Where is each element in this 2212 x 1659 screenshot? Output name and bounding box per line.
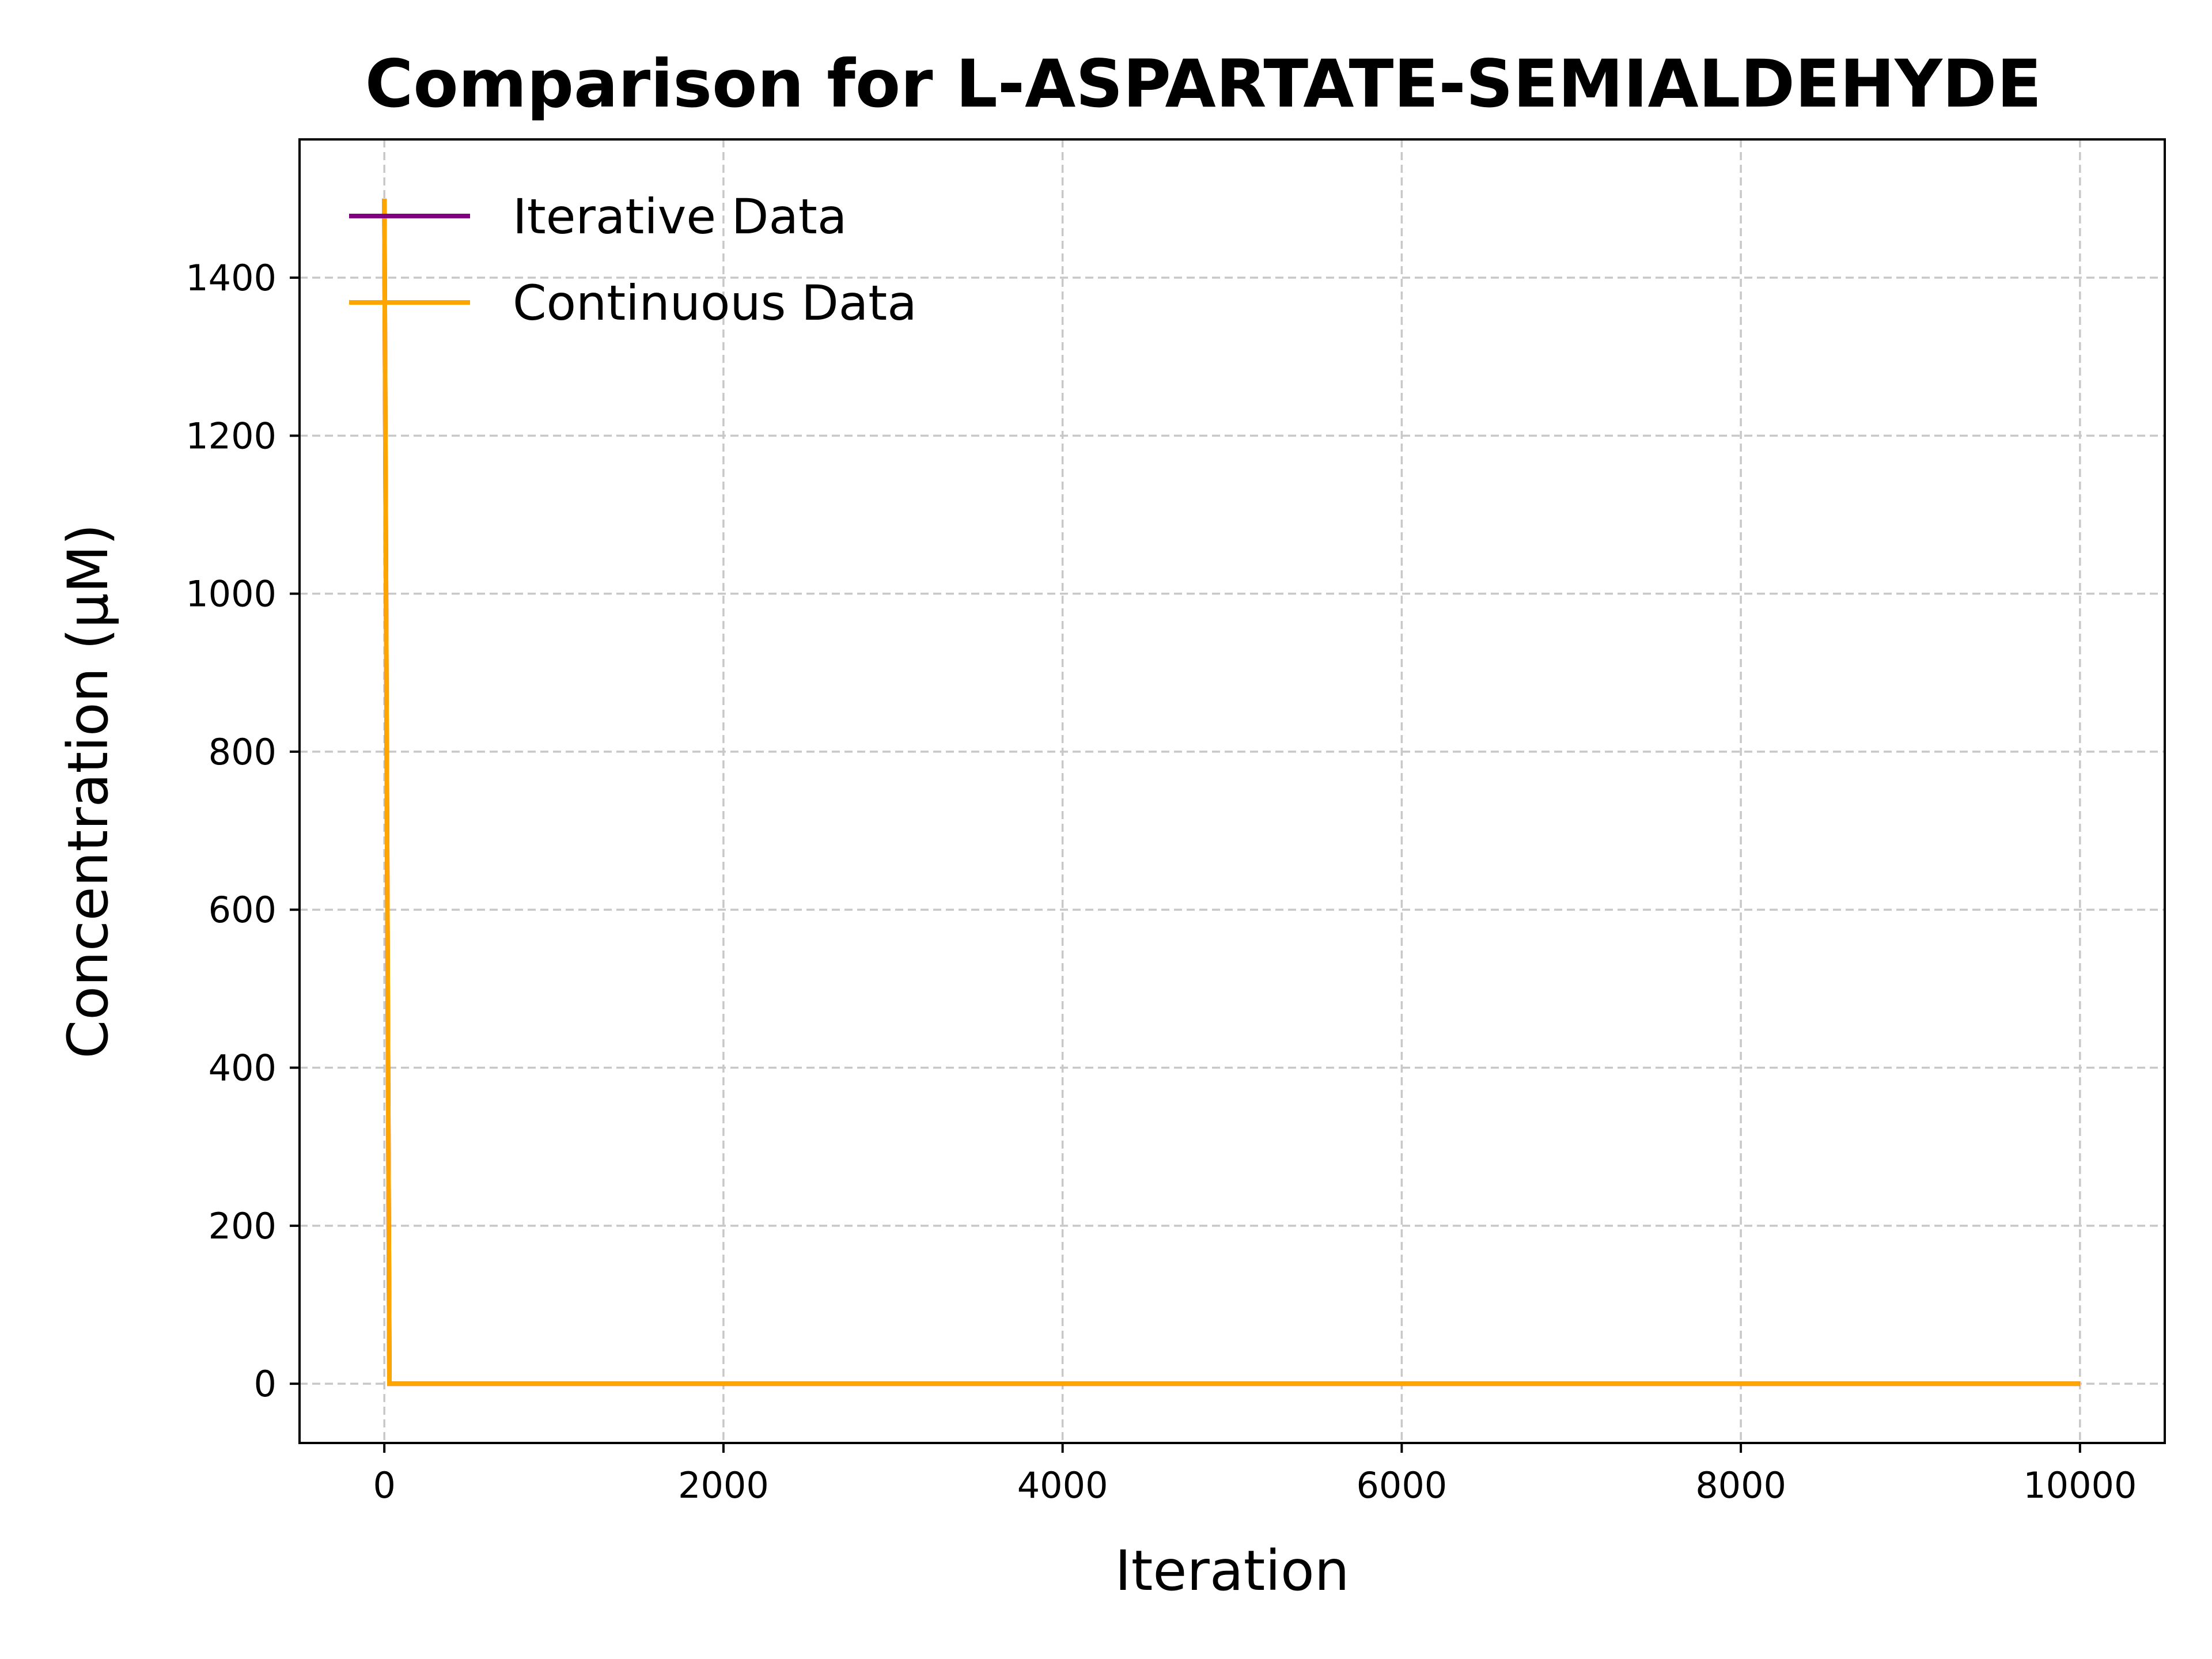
chart-title: Comparison for L-ASPARTATE-SEMIALDEHYDE [365,46,2042,122]
series-line-1 [382,198,2080,1387]
y-axis-title: Concentration (μM) [56,524,120,1058]
y-tick-label: 200 [209,1205,276,1247]
y-tick-label: 0 [254,1363,276,1405]
legend: Iterative Data Continuous Data [349,188,917,331]
x-tick-label: 0 [373,1464,395,1506]
legend-label-2: Continuous Data [513,275,917,331]
x-tick-label: 4000 [1017,1464,1108,1506]
y-tick-label: 800 [209,731,276,773]
grid [300,139,2165,1443]
x-tick-label: 10000 [2023,1464,2137,1506]
x-axis-title: Iteration [1115,1539,1349,1603]
y-tick-label: 1200 [185,415,276,457]
y-tick-label: 1400 [185,257,276,299]
x-tick-label: 6000 [1356,1464,1447,1506]
y-tick-label: 600 [209,889,276,931]
legend-label-1: Iterative Data [513,188,847,245]
series-layer [382,198,2080,1387]
y-tick-label: 1000 [185,573,276,615]
y-tick-label: 400 [209,1047,276,1089]
series-line-2 [382,198,2080,1387]
plot-frame [298,138,2166,1444]
ticks: 0 2000 4000 6000 8000 10000 0 200 400 600 800 1000 1… [185,257,2137,1506]
x-tick-label: 8000 [1695,1464,1786,1506]
x-tick-label: 2000 [678,1464,769,1506]
